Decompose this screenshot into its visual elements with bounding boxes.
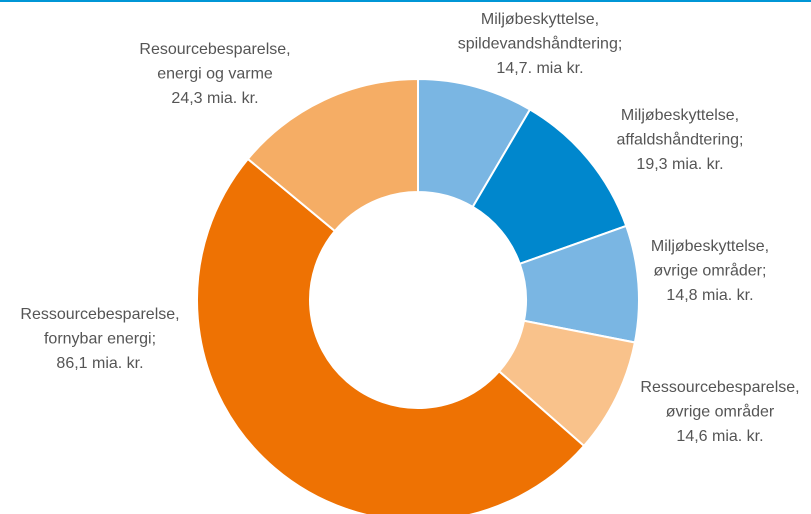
slice-label: Resourcebesparelse, bbox=[139, 41, 290, 58]
slice-label: Ressourcebesparelse, bbox=[20, 306, 179, 323]
donut-slice bbox=[196, 157, 586, 514]
slice-label: øvrige områder; bbox=[654, 262, 767, 280]
slice-label: Miljøbeskyttelse, bbox=[651, 238, 769, 255]
value-label: 19,3 mia. kr. bbox=[636, 156, 723, 173]
value-label: 24,3 mia. kr. bbox=[171, 90, 258, 107]
slice-label: energi og varme bbox=[157, 66, 273, 83]
value-label: 14,8 mia. kr. bbox=[666, 287, 753, 304]
slice-label: Ressourcebesparelse, bbox=[640, 379, 799, 396]
value-label: 86,1 mia. kr. bbox=[56, 355, 143, 372]
slice-label: fornybar energi; bbox=[44, 331, 156, 348]
slice-label: Miljøbeskyttelse, bbox=[621, 107, 739, 124]
slice-label: affaldshåndtering; bbox=[617, 131, 744, 149]
slice-label: Miljøbeskyttelse, bbox=[481, 11, 599, 28]
value-label: 14,7. mia kr. bbox=[496, 60, 583, 77]
value-label: 14,6 mia. kr. bbox=[676, 428, 763, 445]
slice-label: spildevandshåndtering; bbox=[458, 35, 623, 53]
slice-label: øvrige områder bbox=[666, 403, 775, 421]
top-border bbox=[0, 0, 811, 2]
donut-slice bbox=[246, 77, 419, 233]
